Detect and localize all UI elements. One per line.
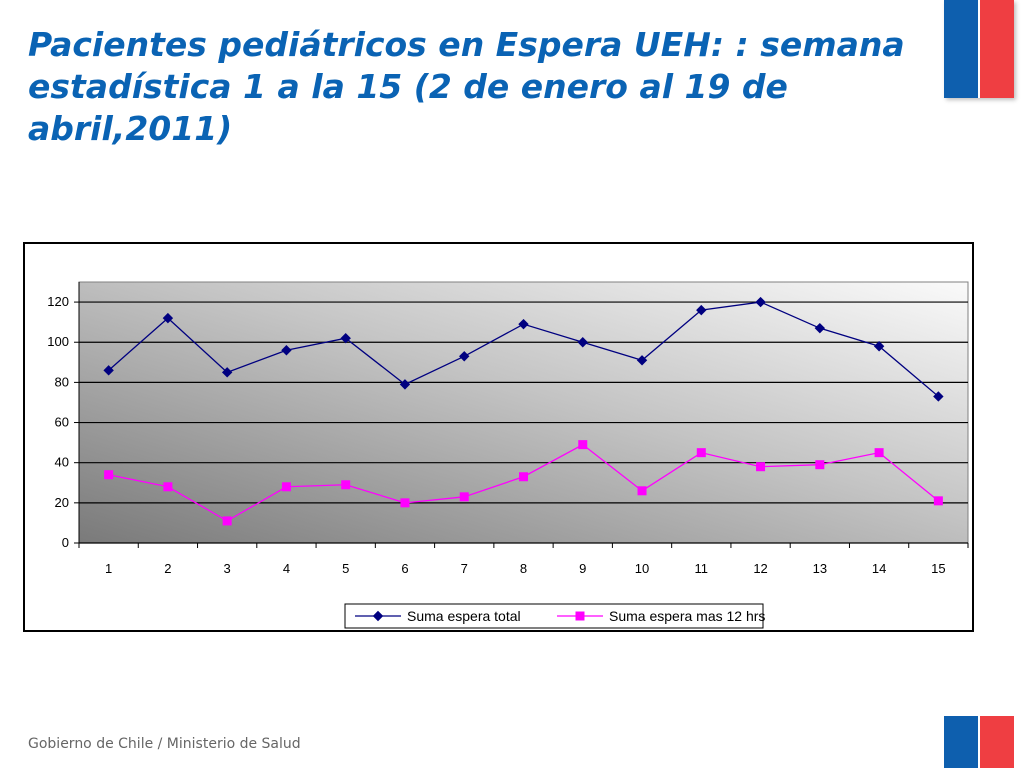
data-point-s2-3 [222, 516, 232, 526]
page-title: Pacientes pediátricos en Espera UEH: : s… [28, 25, 905, 148]
x-tick-label: 2 [164, 561, 171, 576]
y-tick-label: 120 [47, 294, 69, 309]
data-point-s1-12 [755, 296, 766, 308]
x-tick-label: 8 [520, 561, 527, 576]
data-point-s1-14 [873, 341, 885, 352]
x-tick-label: 10 [635, 561, 649, 576]
data-point-s1-5 [340, 333, 351, 344]
x-tick-label: 3 [224, 561, 231, 576]
x-tick-label: 12 [753, 561, 767, 576]
data-point-s1-13 [814, 322, 826, 334]
x-tick-label: 11 [695, 561, 709, 576]
x-tick-label: 13 [813, 561, 827, 576]
data-point-s2-6 [400, 498, 410, 508]
x-tick-label: 9 [579, 561, 586, 576]
y-tick-label: 40 [55, 455, 69, 470]
legend-label-2: Suma espera mas 12 hrs [609, 608, 765, 624]
legend-marker-1 [372, 610, 384, 622]
chile-flag-logo-top [944, 0, 1014, 98]
data-point-s2-14 [874, 448, 884, 458]
x-tick-label: 6 [401, 561, 408, 576]
data-point-s2-7 [459, 492, 469, 502]
legend-label-1: Suma espera total [407, 608, 521, 624]
data-point-s2-1 [104, 470, 114, 480]
data-point-s1-11 [696, 304, 707, 316]
chile-flag-logo-bottom [944, 716, 1014, 768]
data-point-s2-4 [281, 482, 291, 492]
x-tick-label: 4 [283, 561, 290, 576]
data-point-s1-15 [933, 391, 944, 402]
data-point-s2-12 [756, 462, 766, 472]
chart-frame: 0 20 40 60 80 100 120 1 2 3 4 5 6 7 8 9 10 11 12 13 14 15 Sum… [23, 242, 974, 632]
y-tick-label: 80 [55, 374, 69, 389]
y-tick-label: 0 [62, 535, 69, 550]
x-tick-label: 7 [461, 561, 468, 576]
y-tick-label: 100 [47, 334, 69, 349]
x-tick-label: 1 [105, 561, 112, 576]
y-tick-label: 20 [55, 495, 69, 510]
data-point-s2-11 [696, 448, 706, 458]
data-point-s1-8 [518, 318, 529, 330]
legend-marker-2 [575, 611, 585, 621]
legend-box [344, 603, 764, 629]
data-point-s1-3 [221, 367, 233, 378]
data-point-s2-8 [519, 472, 528, 482]
data-point-s2-10 [637, 486, 647, 496]
data-point-s2-5 [341, 480, 351, 490]
data-point-s1-10 [636, 355, 648, 366]
data-point-s1-4 [281, 345, 292, 356]
footer-text: Gobierno de Chile / Ministerio de Salud [28, 736, 301, 752]
x-tick-label: 14 [872, 561, 886, 576]
data-point-s2-13 [815, 460, 825, 470]
x-tick-label: 15 [931, 561, 945, 576]
data-point-s2-2 [163, 482, 173, 492]
data-point-s1-9 [577, 337, 588, 348]
data-point-s1-6 [399, 379, 411, 390]
data-point-s2-9 [578, 440, 588, 450]
y-tick-label: 60 [55, 415, 69, 430]
data-point-s1-2 [162, 312, 174, 324]
x-tick-label: 5 [342, 561, 349, 576]
data-point-s2-15 [933, 496, 943, 506]
data-point-s1-7 [459, 351, 470, 362]
data-point-s1-1 [103, 365, 114, 376]
